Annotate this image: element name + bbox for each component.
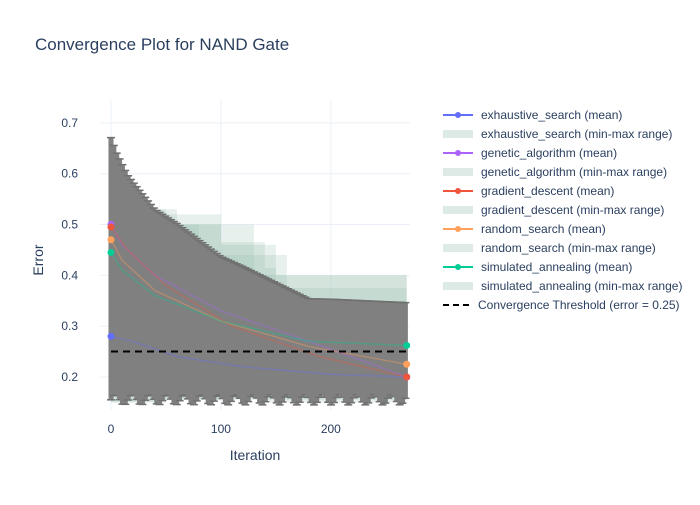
mean-line-genetic_algorithm [110,224,407,378]
legend-swatch-range [443,282,473,290]
x-tick-label: 0 [108,422,115,436]
legend-item-range[interactable]: random_search (min-max range) [481,241,656,255]
mean-marker-start [107,332,115,340]
legend-marker [455,150,461,156]
y-tick-label: 0.5 [61,218,78,232]
legend-marker [455,226,461,232]
mean-line-simulated_annealing [110,252,407,347]
x-axis-label: Iteration [230,447,281,463]
legend-item-range[interactable]: simulated_annealing (min-max range) [481,279,682,293]
legend-item-mean[interactable]: random_search (mean) [481,222,606,236]
legend-item-threshold[interactable]: Convergence Threshold (error = 0.25) [478,298,680,312]
y-tick-label: 0.7 [61,116,78,130]
legend-item-range[interactable]: genetic_algorithm (min-max range) [481,165,667,179]
legend-marker [455,188,461,194]
legend-swatch-range [443,130,473,138]
plot-area [100,100,411,410]
x-tick-label: 100 [211,422,231,436]
chart-title: Convergence Plot for NAND Gate [35,35,289,54]
mean-marker-start [107,223,115,231]
mean-line-gradient_descent [110,226,407,378]
legend-item-mean[interactable]: simulated_annealing (mean) [481,260,632,274]
y-tick-label: 0.6 [61,167,78,181]
mean-lines [107,221,411,381]
mean-marker-start [107,248,115,256]
y-tick-label: 0.3 [61,319,78,333]
mean-marker-end [403,360,411,368]
x-tick-labels: 0 100 200 [108,422,342,436]
mean-marker-start [107,236,115,244]
mean-marker-end [403,341,411,349]
x-tick-label: 200 [321,422,341,436]
legend-item-mean[interactable]: genetic_algorithm (mean) [481,146,617,160]
y-tick-label: 0.2 [61,370,78,384]
legend-marker [455,264,461,270]
legend-swatch-range [443,244,473,252]
legend-swatch-range [443,206,473,214]
error-bars [106,136,410,406]
y-tick-labels: 0.2 0.3 0.4 0.5 0.6 0.7 [61,116,78,384]
mean-marker-end [403,373,411,381]
y-axis-label: Error [30,244,46,275]
legend-swatch-range [443,168,473,176]
legend-item-mean[interactable]: exhaustive_search (mean) [481,108,622,122]
mean-line-exhaustive_search [110,335,407,378]
mean-line-random_search [110,239,407,365]
y-tick-label: 0.4 [61,268,78,282]
legend-item-mean[interactable]: gradient_descent (mean) [481,184,614,198]
legend-marker [455,112,461,118]
legend-item-range[interactable]: gradient_descent (min-max range) [481,203,664,217]
legend: exhaustive_search (mean) exhaustive_searc… [443,108,682,312]
legend-item-range[interactable]: exhaustive_search (min-max range) [481,127,672,141]
